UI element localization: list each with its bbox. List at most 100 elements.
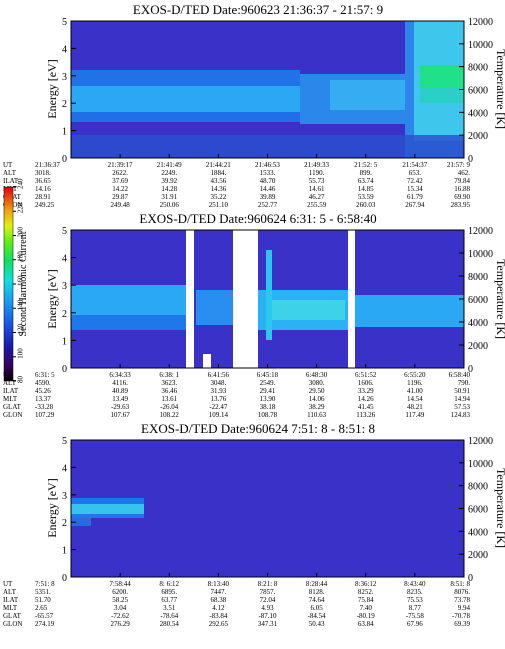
table-cell: 3.51 [163, 604, 176, 612]
table-cell: 4590. [35, 379, 51, 387]
colorbar-tick-label: 240 [17, 178, 25, 189]
table-row-label: GLAT [3, 403, 22, 411]
y2-tick-label: 2000 [468, 131, 488, 142]
intensity-patch-green [420, 65, 464, 87]
table-cell: 21:39:17 [108, 161, 133, 169]
table-cell: 107.67 [111, 411, 131, 419]
y2-tick-label: 10000 [468, 40, 493, 51]
table-cell: 51.70 [35, 596, 51, 604]
table-cell: 21:36:37 [35, 161, 60, 169]
table-cell: 29.41 [260, 387, 276, 395]
low-energy-band [71, 135, 464, 158]
table-cell: 39.92 [161, 177, 177, 185]
table-row-label: ALT [3, 588, 17, 596]
table-cell: 14.06 [309, 395, 325, 403]
colorbar-tick-label: 120 [17, 324, 25, 335]
table-cell: 63.74 [358, 177, 374, 185]
table-row-label: GLAT [3, 612, 22, 620]
table-cell: 55.73 [309, 177, 325, 185]
colorbar-tick-label: 100 [17, 348, 25, 359]
table-cell: 252.77 [258, 201, 278, 209]
table-cell: 38.29 [309, 403, 325, 411]
table-cell: 6895. [161, 588, 177, 596]
y2-tick-label: 12000 [468, 436, 493, 447]
colorbar-tick-label: 140 [17, 299, 25, 310]
table-cell: 8:51: 8 [450, 580, 470, 588]
y-tick-label: 3 [62, 72, 67, 83]
table-cell: 8:21: 8 [258, 580, 278, 588]
table-cell: 21:54:37 [402, 161, 427, 169]
table-cell: 3.04 [114, 604, 127, 612]
table-cell: 1606. [358, 379, 374, 387]
table-cell: -72.62 [111, 612, 130, 620]
intensity-band-main [71, 86, 300, 112]
table-cell: 15.34 [407, 185, 423, 193]
table-cell: 113.26 [356, 411, 375, 419]
y2-tick-label: 2000 [468, 341, 488, 352]
intensity-band-main-2 [196, 290, 233, 325]
colorbar-tick-label: 180 [17, 251, 25, 262]
table-row-label: ILAT [3, 387, 19, 395]
table-row-label: MLT [3, 395, 18, 403]
position-table: UTALTILATMLTGLATGLON6:31: 54590.45.2613.… [3, 371, 471, 419]
table-cell: 267.94 [405, 201, 425, 209]
table-cell: -33.28 [35, 403, 54, 411]
table-cell: 8076. [454, 588, 470, 596]
table-cell: 29.50 [309, 387, 325, 395]
table-cell: -83.84 [209, 612, 228, 620]
table-cell: 6:31: 5 [35, 371, 55, 379]
table-cell: 31.91 [161, 193, 177, 201]
table-cell: 274.19 [35, 620, 55, 628]
table-cell: 2549. [260, 379, 276, 387]
table-cell: 13.90 [260, 395, 276, 403]
table-cell: 41.00 [407, 387, 423, 395]
table-cell: 8:43:40 [404, 580, 426, 588]
position-table: UTALTILATMLTGLATGLON21:36:373018.36.6514… [3, 161, 471, 209]
table-cell: 276.29 [111, 620, 131, 628]
table-cell: 67.96 [407, 620, 423, 628]
table-cell: 283.95 [451, 201, 471, 209]
table-cell: 8252. [358, 588, 374, 596]
y-tick-label: 5 [62, 17, 67, 28]
table-cell: -22.47 [209, 403, 228, 411]
table-cell: 14.16 [35, 185, 51, 193]
y2-tick-label: 4000 [468, 527, 488, 538]
intensity-band-early-core [71, 504, 144, 514]
table-cell: 6:41:56 [208, 371, 230, 379]
table-cell: -70.78 [452, 612, 471, 620]
table-cell: 61.79 [407, 193, 423, 201]
y-tick-label: 1 [62, 127, 67, 138]
table-cell: 13.76 [211, 395, 227, 403]
table-cell: 249.48 [111, 201, 131, 209]
table-cell: 4116. [112, 379, 128, 387]
table-cell: 249.25 [35, 201, 55, 209]
table-cell: 37.69 [112, 177, 128, 185]
table-cell: 8128. [309, 588, 325, 596]
table-cell: 14.36 [211, 185, 227, 193]
y-tick-label: 2 [62, 309, 67, 320]
table-cell: 48.70 [260, 177, 276, 185]
table-cell: 1533. [260, 169, 276, 177]
data-gap-4 [203, 354, 211, 368]
table-cell: 21:41:49 [157, 161, 182, 169]
table-cell: 251.10 [209, 201, 229, 209]
panel-3: EXOS-D/TED Date:960624 7:51: 8 - 8:51: 8… [3, 421, 505, 628]
table-cell: 6:55:20 [404, 371, 426, 379]
heatmap-plot [70, 439, 465, 578]
y-tick-label: 1 [62, 336, 67, 347]
table-cell: 36.65 [35, 177, 51, 185]
y-tick-label: 2 [62, 99, 67, 110]
table-cell: 2.65 [35, 604, 48, 612]
table-cell: 6:34:33 [109, 371, 131, 379]
table-cell: 3018. [35, 169, 51, 177]
y2-tick-label: 8000 [468, 63, 488, 74]
table-cell: 40.89 [112, 387, 128, 395]
axes: 0 1 2 3 4 5 0 2000 4000 6000 8000 10000 12000 [62, 226, 493, 375]
y-tick-label: 1 [62, 546, 67, 557]
y-axis-label: Energy [eV] [45, 59, 59, 118]
table-cell: 7:58:44 [109, 580, 131, 588]
table-cell: 75.84 [358, 596, 374, 604]
colorbar-label: Second Harmonic Current [18, 231, 29, 336]
table-cell: 14.54 [407, 395, 423, 403]
y-tick-label: 0 [62, 573, 67, 584]
